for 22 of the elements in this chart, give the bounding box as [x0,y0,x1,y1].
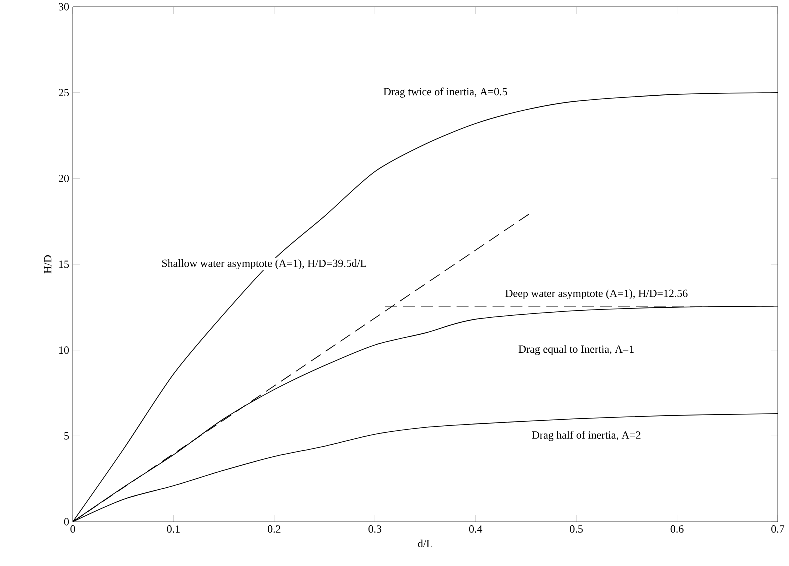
x-tick-label: 0 [70,526,76,533]
x-tick-label: 0.7 [772,526,785,533]
y-tick-label: 20 [59,174,70,182]
y-tick-label: 30 [59,3,70,11]
x-tick-label: 0.5 [570,526,583,533]
x-tick-label: 0.4 [469,526,483,533]
y-tick-label: 10 [59,346,70,354]
y-tick-label: 0 [64,518,70,526]
annotation: Drag equal to Inertia, A=1 [518,345,634,356]
x-tick-label: 0.6 [670,526,684,533]
x-axis-title: d/L [418,540,432,548]
y-tick-label: 15 [59,260,70,268]
y-axis-title: H/D [44,256,52,274]
annotation: Drag twice of inertia, A=0.5 [384,88,508,98]
x-tick-label: 0.3 [368,526,382,533]
annotation: Drag half of inertia, A=2 [532,431,641,442]
x-tick-label: 0.2 [268,526,281,533]
y-tick-label: 5 [64,432,70,440]
x-tick-label: 0.1 [167,526,180,533]
annotation: Deep water asymptote (A=1), H/D=12.56 [506,290,688,300]
annotation: Shallow water asymptote (A=1), H/D=39.5d/L [162,260,366,270]
y-tick-label: 25 [59,89,70,97]
